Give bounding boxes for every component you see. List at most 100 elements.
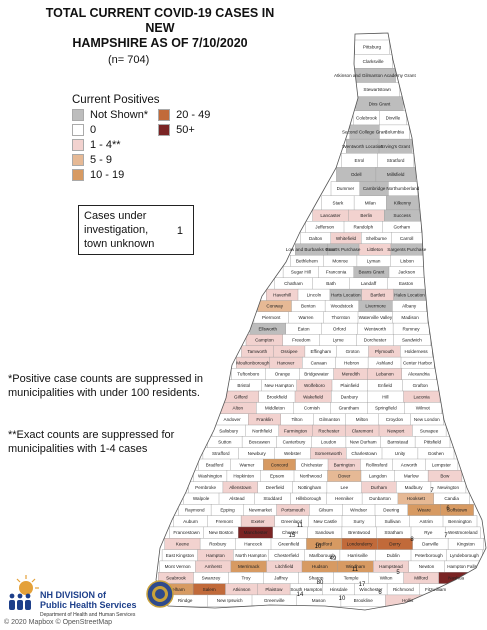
town-label: Lyndeborough bbox=[450, 553, 480, 558]
town-label: Lincoln bbox=[307, 292, 322, 297]
legend: Current Positives Not Shown* 0 1 - 4** 5 - … bbox=[72, 94, 210, 182]
town-label: Seabrook bbox=[166, 576, 186, 581]
town-label: Lee bbox=[340, 485, 348, 490]
town-label: Surry bbox=[353, 519, 365, 524]
unknown-town-text: Cases under investigation, town unknown bbox=[84, 210, 155, 250]
town-label: Springfield bbox=[375, 406, 397, 411]
town-label: Wentworth Location bbox=[342, 144, 383, 149]
town-label: Easton bbox=[399, 281, 414, 286]
town-label: Bath bbox=[326, 281, 336, 286]
town-label: Rindge bbox=[178, 598, 193, 603]
town-label: Antrim bbox=[420, 519, 433, 524]
town-label: Bedford bbox=[316, 542, 333, 547]
legend-label: 10 - 19 bbox=[90, 169, 125, 181]
town-label: Wolfeboro bbox=[304, 383, 325, 388]
town-label: Jaffrey bbox=[274, 576, 288, 581]
town-label: Orford bbox=[333, 326, 346, 331]
state-seal-icon bbox=[146, 580, 174, 613]
town-label: Farmington bbox=[284, 428, 308, 433]
town-label: Greenfield bbox=[278, 542, 300, 547]
town-label: Unity bbox=[395, 451, 406, 456]
town-label: Henniker bbox=[335, 496, 354, 501]
town-label: Haverhill bbox=[273, 292, 291, 297]
town-label: Deerfield bbox=[266, 485, 285, 490]
town-label: Bartlett bbox=[370, 292, 385, 297]
town-label: Grafton bbox=[413, 383, 429, 388]
town-label: Portsmouth bbox=[281, 508, 305, 513]
town-label: Bethlehem bbox=[296, 258, 318, 263]
town-label: Center Harbor bbox=[403, 360, 433, 365]
town-label: Sugar Hill bbox=[291, 270, 311, 275]
town-label: Rollinsford bbox=[366, 462, 388, 467]
map-title: TOTAL CURRENT COVID-19 CASES IN NEW HAMP… bbox=[30, 6, 290, 51]
case-count-label: 7 bbox=[430, 488, 434, 494]
case-count-label: 11 bbox=[297, 523, 304, 529]
town-label: Chatham bbox=[284, 281, 303, 286]
town-label: Conway bbox=[266, 304, 283, 309]
town-label: Westmoreland bbox=[448, 530, 478, 535]
town-label: Bennington bbox=[448, 519, 472, 524]
town-label: Durham bbox=[371, 485, 388, 490]
town-label: Middleton bbox=[265, 406, 285, 411]
logo-text: NH DIVISION of Public Health Services De… bbox=[40, 590, 137, 620]
town-label: Newmarket bbox=[249, 508, 273, 513]
town-label: Dummer bbox=[337, 186, 355, 191]
town-label: Swanzey bbox=[202, 576, 221, 581]
legend-swatch bbox=[72, 124, 84, 136]
town-label: Kingston bbox=[457, 542, 475, 547]
town-label: Alton bbox=[233, 406, 244, 411]
town-label: Mason bbox=[312, 598, 326, 603]
town-label: Ossipee bbox=[281, 349, 298, 354]
town-label: Acworth bbox=[401, 462, 418, 467]
town-label: Candia bbox=[444, 496, 459, 501]
town-label: Benton bbox=[301, 304, 316, 309]
town-label: Barnstead bbox=[387, 440, 408, 445]
logo-people-icon bbox=[9, 593, 31, 610]
town-label: Bow bbox=[440, 474, 450, 479]
case-count-label: 14 bbox=[297, 592, 304, 598]
town-label: Keene bbox=[176, 542, 190, 547]
town-label: Hanover bbox=[277, 360, 295, 365]
case-count-label: 80 bbox=[317, 580, 324, 586]
town-label: Walpole bbox=[193, 496, 210, 501]
town-label: Rumney bbox=[402, 326, 420, 331]
town-label: Errol bbox=[355, 158, 365, 163]
town-label: Bridgewater bbox=[304, 372, 329, 377]
town-label: Atkinson and Gilmanton Academy Grant bbox=[334, 73, 416, 78]
town-label: Lancaster bbox=[320, 213, 341, 218]
town-label: Franconia bbox=[326, 270, 347, 275]
town-label: Bristol bbox=[237, 383, 250, 388]
town-label: Newton bbox=[419, 564, 435, 569]
town-label: Canterbury bbox=[283, 440, 306, 445]
town-label: Nashua bbox=[448, 576, 464, 581]
town-label: Rochester bbox=[318, 428, 339, 433]
town-label: Harrisville bbox=[348, 553, 369, 558]
town-label: Exeter bbox=[251, 519, 265, 524]
town-label: Waterville Valley bbox=[359, 315, 393, 320]
town-label: Newport bbox=[387, 428, 405, 433]
town-label: Meredith bbox=[342, 372, 360, 377]
town-label: Littleton bbox=[367, 247, 384, 252]
town-label: Amherst bbox=[205, 564, 223, 569]
town-label: Troy bbox=[241, 576, 251, 581]
town-label: Manchester bbox=[244, 530, 268, 535]
town-label: Livermore bbox=[365, 304, 386, 309]
town-label: New Durham bbox=[350, 440, 377, 445]
town-label: Hampstead bbox=[379, 564, 403, 569]
town-label: Barrington bbox=[334, 462, 356, 467]
town-label: Dorchester bbox=[364, 338, 387, 343]
legend-swatch bbox=[72, 109, 84, 121]
town-label: Hampton bbox=[206, 553, 225, 558]
town-label: Pembroke bbox=[195, 485, 216, 490]
logo-line-2: Public Health Services bbox=[40, 600, 137, 610]
suppression-note: *Positive case counts are suppressed in … bbox=[8, 373, 204, 399]
case-count-label: 6 bbox=[446, 506, 450, 512]
town-label: Dunbarton bbox=[369, 496, 391, 501]
town-label: Lisbon bbox=[400, 258, 414, 263]
town-label: Gilford bbox=[234, 394, 248, 399]
town-label: Richmond bbox=[393, 587, 414, 592]
town-label: Roxbury bbox=[209, 542, 227, 547]
town-label: Stewartstown bbox=[363, 87, 391, 92]
town-label: Milton bbox=[356, 417, 369, 422]
town-label: New Castle bbox=[313, 519, 337, 524]
